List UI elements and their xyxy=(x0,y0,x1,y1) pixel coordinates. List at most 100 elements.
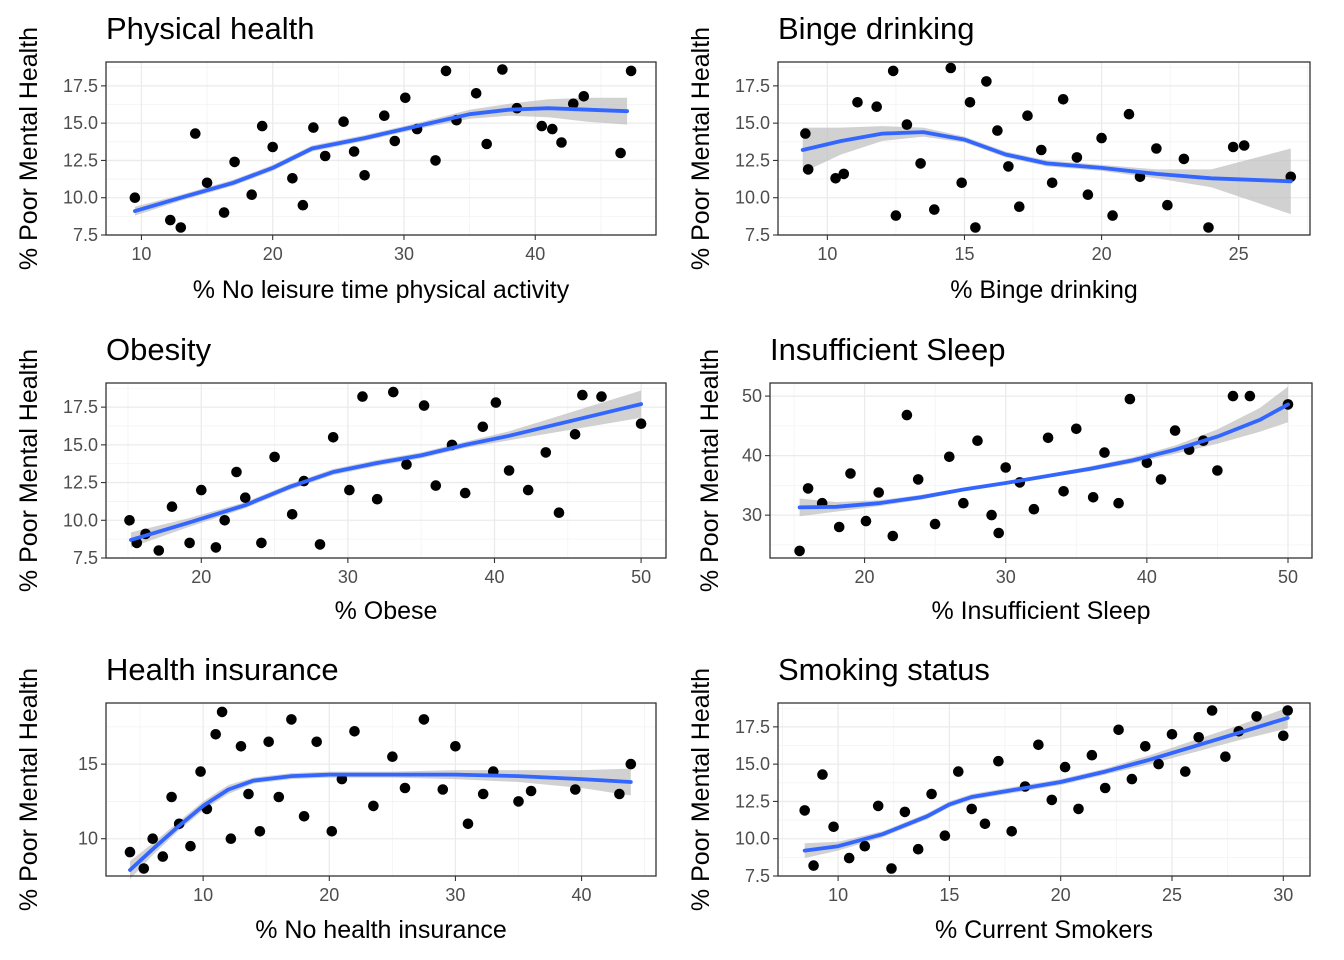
y-tick-label: 17.5 xyxy=(63,397,98,417)
data-point xyxy=(986,509,997,521)
data-point xyxy=(490,397,502,408)
y-axis-title: % Poor Mental Health xyxy=(696,349,724,592)
chart-panel: 10 15 20 25 7.5 10.0 12.5 15.0 17.5 Binge drinkin… xyxy=(687,11,1311,304)
data-point xyxy=(210,729,221,740)
data-point xyxy=(992,125,1003,136)
data-point xyxy=(497,64,508,75)
data-point xyxy=(1086,749,1098,761)
data-point xyxy=(388,386,399,398)
data-point xyxy=(522,484,534,496)
data-point xyxy=(1099,782,1111,794)
data-point xyxy=(871,101,882,112)
data-point xyxy=(833,521,845,533)
data-point xyxy=(235,741,247,752)
panel-title: Insufficient Sleep xyxy=(770,332,1006,367)
y-tick-label: 17.5 xyxy=(63,76,98,96)
data-point xyxy=(503,465,515,476)
data-point xyxy=(1057,94,1069,105)
data-point xyxy=(1042,432,1054,444)
data-point xyxy=(568,98,579,110)
data-point xyxy=(256,537,267,549)
data-point xyxy=(229,156,240,168)
data-point xyxy=(614,788,625,800)
data-point xyxy=(267,141,279,153)
x-tick-label: 30 xyxy=(394,244,414,264)
data-point xyxy=(929,204,940,215)
data-point xyxy=(1140,741,1151,752)
data-point xyxy=(1046,177,1058,189)
y-tick-label: 17.5 xyxy=(735,717,770,737)
x-tick-label: 15 xyxy=(939,885,959,905)
data-point xyxy=(964,97,976,108)
y-tick-label: 15.0 xyxy=(63,435,98,455)
x-tick-label: 30 xyxy=(445,885,465,905)
data-point xyxy=(287,173,298,184)
data-point xyxy=(195,766,206,777)
data-point xyxy=(1126,773,1138,785)
data-point xyxy=(311,736,323,748)
data-point xyxy=(1155,474,1167,485)
data-point xyxy=(1071,152,1083,163)
data-point xyxy=(830,173,841,184)
data-point xyxy=(430,155,441,166)
data-point xyxy=(166,791,177,803)
data-point xyxy=(944,451,955,463)
data-point xyxy=(379,110,390,121)
y-axis-title: % Poor Mental Health xyxy=(15,668,43,911)
y-tick-label: 40 xyxy=(742,446,762,466)
data-point xyxy=(1141,457,1153,469)
x-axis-title: % Insufficient Sleep xyxy=(931,597,1150,625)
x-tick-label: 40 xyxy=(1137,567,1157,587)
data-point xyxy=(794,545,805,557)
data-point xyxy=(525,785,537,797)
data-points xyxy=(129,64,637,233)
data-point xyxy=(400,92,411,104)
data-point xyxy=(297,199,309,211)
x-tick-label: 20 xyxy=(319,885,339,905)
data-point xyxy=(873,487,884,498)
data-point xyxy=(890,210,902,221)
smooth-line xyxy=(133,106,629,213)
data-point xyxy=(1151,143,1162,154)
panel-border xyxy=(105,61,657,236)
data-point xyxy=(547,123,558,135)
y-tick-label: 17.5 xyxy=(735,76,770,96)
data-point xyxy=(1166,729,1178,740)
data-point xyxy=(615,147,626,159)
y-tick-label: 10.0 xyxy=(735,829,770,849)
data-point xyxy=(418,714,430,725)
data-point xyxy=(462,818,474,830)
data-point xyxy=(1113,497,1124,509)
smooth-line xyxy=(797,402,1290,510)
data-point xyxy=(970,222,981,233)
data-point xyxy=(1178,153,1190,165)
data-point xyxy=(147,833,158,844)
x-tick-label: 25 xyxy=(1229,244,1249,264)
data-point xyxy=(1113,724,1124,736)
data-point xyxy=(536,120,548,132)
data-point xyxy=(348,146,360,157)
data-point xyxy=(635,418,647,430)
x-tick-label: 25 xyxy=(1162,885,1182,905)
chart-panel: 10 20 30 40 10 15 Health insurance % No health … xyxy=(15,652,657,944)
x-tick-label: 15 xyxy=(954,244,974,264)
data-point xyxy=(808,860,819,871)
data-points xyxy=(800,62,1297,233)
data-point xyxy=(802,483,814,494)
data-point xyxy=(477,421,489,433)
data-point xyxy=(357,391,368,402)
data-point xyxy=(915,158,926,169)
data-point xyxy=(216,706,228,718)
data-point xyxy=(1244,390,1256,402)
data-point xyxy=(184,537,195,549)
data-point xyxy=(368,800,379,812)
data-point xyxy=(578,91,590,102)
data-point xyxy=(418,400,430,411)
chart-panel: 10 20 30 40 7.5 10.0 12.5 15.0 17.5 Physical heal… xyxy=(15,11,657,304)
x-axis-title: % Current Smokers xyxy=(935,916,1153,944)
chart-panel: 20 30 40 50 30 40 50 Insufficient Sleep % Insuff… xyxy=(696,332,1313,625)
data-point xyxy=(1220,751,1231,762)
data-point xyxy=(625,65,637,77)
data-point xyxy=(1087,492,1099,503)
data-point xyxy=(886,863,897,874)
